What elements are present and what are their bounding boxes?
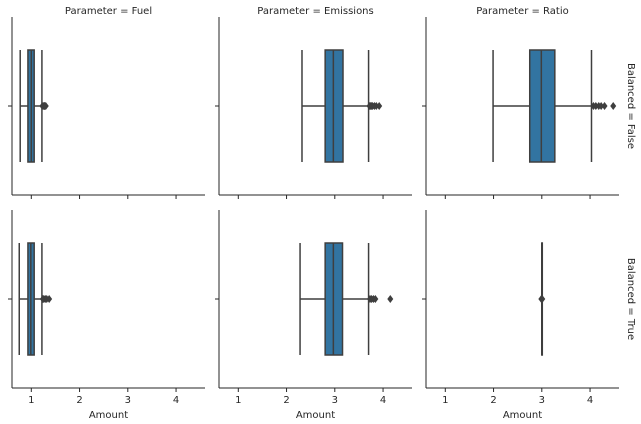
x-tick-label: 1 bbox=[442, 395, 448, 406]
panel-r0-c1 bbox=[215, 17, 412, 199]
x-tick-label: 4 bbox=[173, 395, 179, 406]
x-tick-label: 3 bbox=[332, 395, 338, 406]
outlier-point bbox=[610, 102, 617, 110]
x-tick-label: 2 bbox=[76, 395, 82, 406]
x-axis-label: Amount bbox=[503, 410, 542, 421]
x-tick-label: 4 bbox=[587, 395, 593, 406]
x-tick-label: 2 bbox=[490, 395, 496, 406]
box-r1-c0 bbox=[18, 242, 53, 356]
panel-r1-c1: 1 2 3 4 Amount bbox=[215, 210, 412, 421]
box-r1-c2 bbox=[538, 242, 546, 356]
outlier-point bbox=[539, 295, 546, 303]
x-tick-label: 4 bbox=[380, 395, 386, 406]
box-r0-c1 bbox=[301, 49, 383, 163]
x-axis-label: Amount bbox=[296, 410, 335, 421]
outlier-point bbox=[598, 102, 605, 110]
x-tick-label: 2 bbox=[283, 395, 289, 406]
row-title: Balanced = False bbox=[625, 63, 636, 149]
column-title: Parameter = Emissions bbox=[257, 6, 373, 17]
iqr-box bbox=[528, 49, 556, 163]
column-title: Parameter = Ratio bbox=[476, 6, 568, 17]
panel-r1-c2: 1 2 3 4 Amount bbox=[422, 210, 619, 421]
x-tick-label: 3 bbox=[539, 395, 545, 406]
outlier-point bbox=[376, 102, 383, 110]
row-title: Balanced = True bbox=[625, 258, 636, 340]
box-r0-c0 bbox=[19, 49, 49, 163]
box-r1-c1 bbox=[299, 242, 394, 356]
panel-r0-c2 bbox=[422, 17, 619, 199]
outlier-point bbox=[372, 295, 379, 303]
column-title: Parameter = Fuel bbox=[65, 6, 152, 17]
panel-r1-c0: 1 2 3 4 Amount bbox=[8, 210, 205, 421]
outlier-point bbox=[387, 295, 394, 303]
panel-r0-c0 bbox=[8, 17, 205, 199]
x-tick-label: 3 bbox=[125, 395, 131, 406]
outlier-point bbox=[46, 295, 53, 303]
outlier-point bbox=[601, 102, 608, 110]
box-r0-c2 bbox=[492, 49, 617, 163]
x-tick-label: 1 bbox=[28, 395, 34, 406]
outlier-point bbox=[42, 102, 49, 110]
x-tick-label: 1 bbox=[235, 395, 241, 406]
x-axis-label: Amount bbox=[89, 410, 128, 421]
